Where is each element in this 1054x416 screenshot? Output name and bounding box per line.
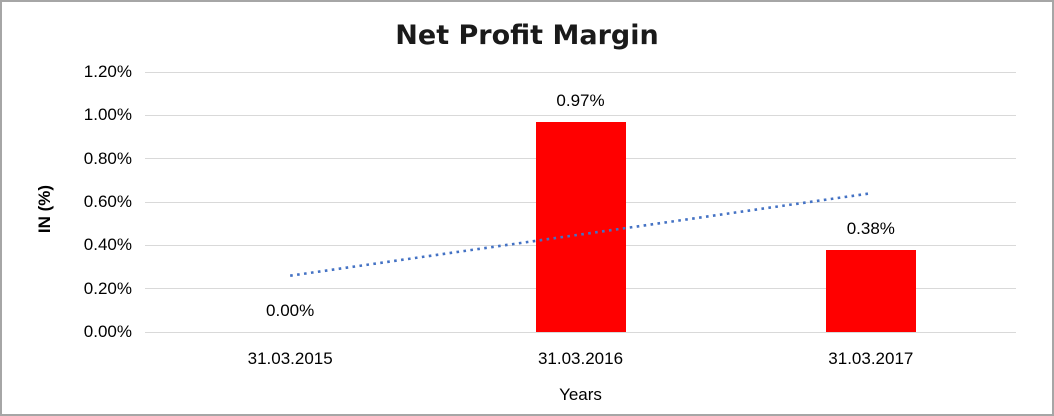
x-axis-tick-label: 31.03.2017 [828,349,914,368]
bar [535,121,626,332]
bar-data-label: 0.97% [556,90,605,110]
bar [825,249,916,332]
y-axis-tick-label: 0.80% [83,148,132,168]
y-axis-tick-label: 0.60% [83,192,132,211]
y-axis-tick-label: 0.40% [83,235,132,255]
bar-data-label: 0.00% [266,301,315,320]
bar-data-label: 0.38% [846,218,895,238]
x-axis-tick-label: 31.03.2016 [537,349,624,368]
gridline [145,331,1016,333]
x-axis-title: Years [559,385,602,404]
gridline [145,71,1016,73]
chart-title: Net Profit Margin [395,20,659,51]
y-axis-tick-label: 1.00% [83,105,132,125]
y-axis-tick-label: 0.00% [83,322,132,341]
x-axis-tick-label: 31.03.2015 [247,349,333,368]
gridline [145,114,1016,116]
y-axis-tick-label: 0.20% [83,278,132,298]
y-axis-tick-label: 1.20% [83,62,132,81]
